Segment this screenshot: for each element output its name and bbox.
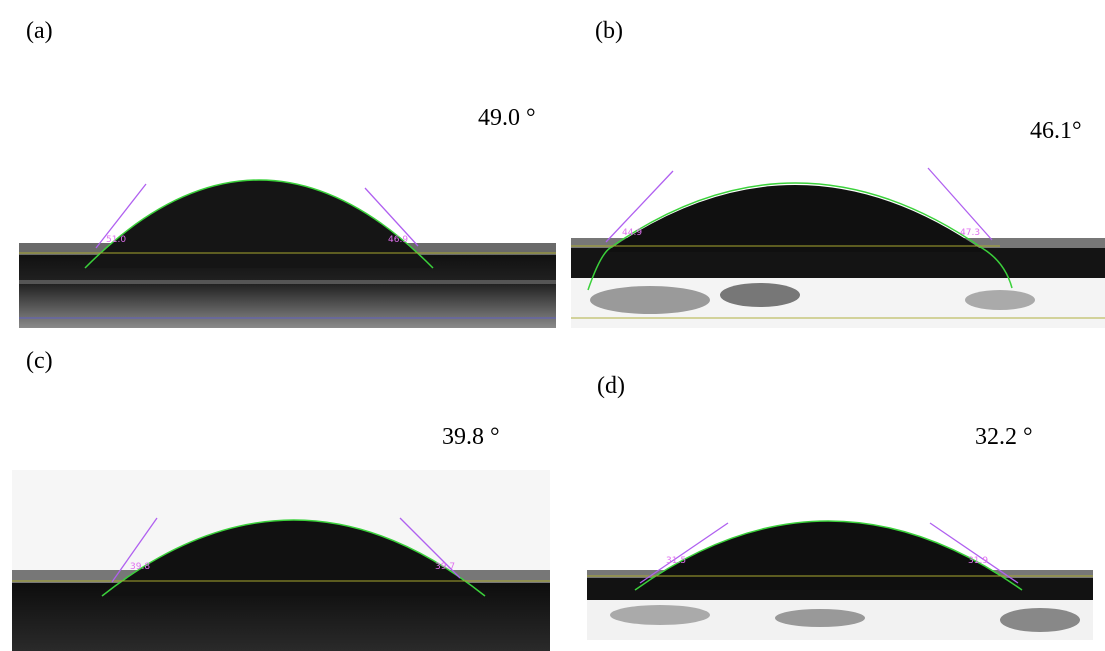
angle-reading: 31.9 <box>968 556 988 566</box>
contact-angle: 39.8 ° <box>442 424 500 450</box>
contact-angle: 46.1° <box>1030 118 1082 144</box>
panel-label: (d) <box>597 373 625 399</box>
panel-label: (a) <box>26 18 53 44</box>
panel-b: 44.9 47.3 (b) 46.1° <box>571 18 1105 328</box>
panel-d: 31.5 31.9 (d) 32.2 ° <box>587 373 1093 640</box>
contact-angle: 32.2 ° <box>975 424 1033 450</box>
panel-label: (b) <box>595 18 623 44</box>
contact-angle: 49.0 ° <box>478 105 536 131</box>
angle-reading: 31.5 <box>666 556 686 566</box>
figure: 51.0 46.9 (a) 49.0 ° 44.9 47.3 (b) 46.1°… <box>0 0 1105 651</box>
panel-label: (c) <box>26 348 53 374</box>
angle-reading: 51.0 <box>106 235 126 245</box>
angle-reading: 46.9 <box>388 235 408 245</box>
angle-reading: 47.3 <box>960 228 980 238</box>
panel-a: 51.0 46.9 (a) 49.0 ° <box>19 18 556 328</box>
angle-reading: 44.9 <box>622 228 642 238</box>
angle-reading: 39.7 <box>435 562 455 572</box>
angle-reading: 39.8 <box>130 562 150 572</box>
panel-c: 39.8 39.7 (c) 39.8 ° <box>12 348 550 651</box>
